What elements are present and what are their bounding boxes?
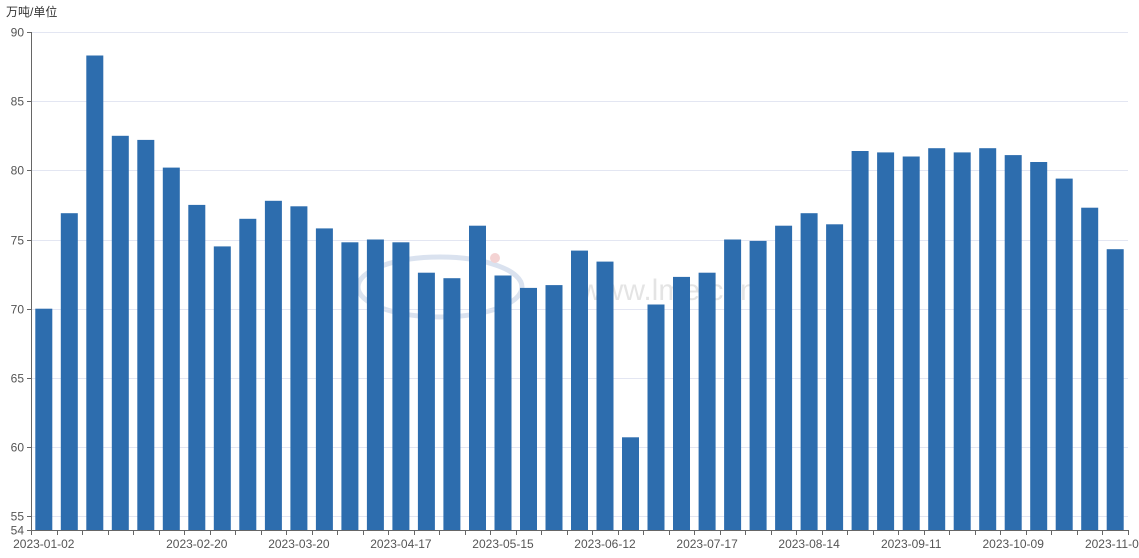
- bar: [162, 167, 180, 530]
- bar: [1081, 207, 1099, 530]
- bar: [979, 148, 997, 530]
- bar: [800, 213, 818, 530]
- x-tick-label: 2023-02-20: [166, 537, 228, 551]
- bar: [953, 152, 971, 530]
- x-tick-label: 2023-07-17: [676, 537, 738, 551]
- bar: [1030, 162, 1048, 530]
- bar: [520, 287, 537, 530]
- bar: [239, 218, 257, 531]
- bar: [749, 240, 767, 530]
- bar: [290, 206, 308, 531]
- bar: [877, 152, 895, 530]
- y-tick-label: 70: [11, 303, 25, 317]
- x-tick-label: 2023-03-20: [268, 537, 330, 551]
- bar: [1106, 249, 1124, 530]
- x-tick-label: 2023-08-14: [778, 537, 840, 551]
- bar: [111, 135, 129, 531]
- bar: [826, 224, 844, 531]
- bar: [366, 239, 384, 530]
- y-axis-unit-label: 万吨/单位: [6, 5, 58, 19]
- y-tick-label: 85: [11, 95, 25, 109]
- bar: [724, 239, 742, 530]
- bar: [35, 308, 53, 530]
- bar: [571, 250, 588, 530]
- bar: [673, 276, 690, 530]
- bar: [928, 148, 946, 530]
- y-tick-label: 90: [11, 26, 25, 40]
- bar: [494, 275, 512, 530]
- bar: [851, 151, 869, 530]
- bar: [469, 225, 486, 530]
- bar: [698, 272, 716, 530]
- bar: [443, 278, 461, 530]
- x-tick-label: 2023-05-15: [472, 537, 534, 551]
- bar: [86, 55, 104, 530]
- bar: [188, 204, 206, 530]
- x-tick-label: 2023-10-09: [983, 537, 1045, 551]
- bar: [137, 139, 155, 530]
- bar: [417, 272, 435, 530]
- bar: [264, 200, 282, 531]
- x-tick-label: 2023-01-02: [13, 537, 75, 551]
- bar: [392, 242, 410, 531]
- bar: [315, 228, 333, 530]
- bar: [1004, 155, 1022, 530]
- x-tick-label: 2023-09-11: [881, 537, 942, 551]
- bar: [60, 213, 78, 530]
- x-tick-label: 2023-04-17: [370, 537, 432, 551]
- bar: [647, 304, 665, 530]
- y-tick-label: 54: [11, 524, 25, 538]
- bar: [596, 261, 614, 530]
- x-tick-label: 2023-11-06: [1085, 537, 1139, 551]
- y-tick-label: 75: [11, 234, 25, 248]
- bar: [775, 225, 793, 530]
- bar: [341, 242, 359, 531]
- y-tick-label: 65: [11, 372, 25, 386]
- bar: [545, 285, 563, 530]
- bar: [1055, 178, 1073, 530]
- bars: [35, 55, 1124, 531]
- y-tick-label: 80: [11, 164, 25, 178]
- bar: [902, 156, 920, 530]
- y-tick-label: 60: [11, 441, 25, 455]
- x-tick-label: 2023-06-12: [574, 537, 636, 551]
- bar: [622, 437, 639, 530]
- y-tick-label: 55: [11, 510, 25, 524]
- bar: [213, 246, 231, 530]
